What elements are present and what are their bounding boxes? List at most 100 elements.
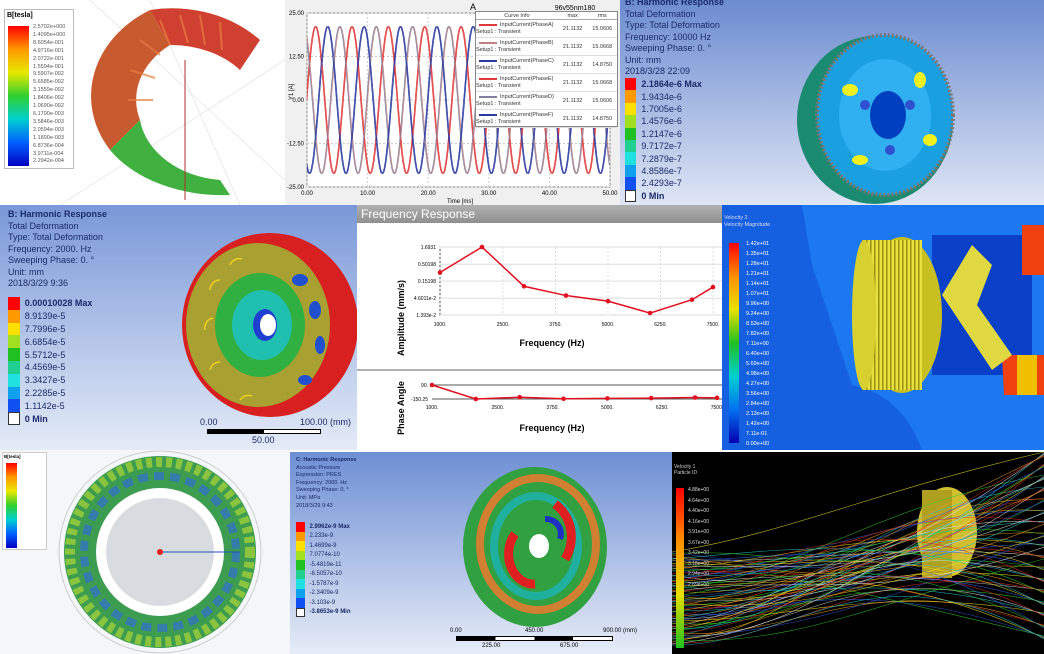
info-line: Sweeping Phase: 0. °	[296, 487, 349, 494]
streamline	[672, 560, 1044, 619]
color-swatch	[8, 335, 20, 349]
legend-value: 1.1890e-003	[33, 134, 64, 141]
series-line	[306, 26, 610, 174]
streamline	[672, 559, 1044, 605]
info-line: 2018/3/29 9:36	[8, 278, 69, 288]
harmonic-response-2000hz-panel: B: Harmonic Response Total Deformation Typ…	[0, 205, 357, 450]
curve-row[interactable]: InputCurrent(PhaseD) Setup1 : Transient 21…	[476, 92, 617, 110]
legend-entry: 3.3427e-5	[8, 373, 92, 387]
amplitude-point	[710, 284, 716, 290]
curve-setup: Setup1 : Transient	[476, 28, 521, 35]
scale-mid: 450.00	[525, 628, 544, 634]
color-bar	[6, 463, 17, 548]
legend-value: 2.9962e-9 Max	[309, 523, 350, 530]
legend-entry: -3.103e-9	[296, 598, 351, 608]
curve-row[interactable]: InputCurrent(PhaseF) Setup1 : Transient 21…	[476, 110, 617, 128]
y-tick-label: 0.15198	[418, 279, 436, 285]
curve-row[interactable]: InputCurrent(PhaseB) Setup1 : Transient 21…	[476, 38, 617, 56]
color-swatch	[8, 386, 20, 400]
y-tick-label: -25.00	[287, 185, 305, 191]
header-max: max	[567, 13, 578, 19]
legend-value: 1.35e+01	[746, 251, 770, 257]
curve-setup: Setup1 : Transient	[476, 82, 521, 89]
legend-value: 4.16e+00	[688, 518, 709, 525]
streamline	[672, 498, 1044, 593]
x-tick-label: 1000.	[434, 322, 447, 328]
color-bar	[8, 26, 29, 166]
phase-x-tick-label: 6250.	[656, 405, 669, 411]
legend-entry: 9.7172e-7	[625, 139, 702, 153]
color-swatch	[625, 102, 637, 116]
legend-value: 1.0690e-002	[33, 103, 64, 110]
streamline	[672, 500, 1044, 615]
color-swatch	[296, 607, 305, 617]
amplitude-point	[689, 297, 695, 303]
amplitude-point	[647, 310, 653, 316]
streamline	[672, 486, 1044, 638]
curve-row[interactable]: InputCurrent(PhaseE) Setup1 : Transient 21…	[476, 74, 617, 92]
streamline	[672, 538, 1044, 582]
x-tick-label: 50.00	[602, 191, 618, 197]
legend-entry: 7.2879e-7	[625, 152, 702, 165]
legend-value: 4.88e+00	[688, 487, 709, 493]
streamline	[672, 547, 1044, 630]
wheel-model	[182, 233, 357, 417]
amplitude-point	[479, 244, 485, 250]
amplitude-point	[437, 270, 443, 275]
amplitude-point	[563, 293, 569, 298]
legend-value: 1.42e+01	[746, 241, 770, 247]
legend-entry: 0 Min	[625, 189, 702, 202]
color-swatch	[296, 569, 305, 579]
series-line	[306, 26, 610, 174]
legend-value: 2.13e+00	[746, 411, 770, 417]
streamline	[672, 581, 1044, 644]
x-tick-label: 40.00	[542, 191, 558, 197]
legend-value: 6.40e+00	[746, 351, 770, 357]
streamline	[672, 547, 1044, 618]
legend-value: 3.5846e-003	[33, 118, 64, 125]
info-line: Acoustic Pressure	[296, 464, 341, 471]
color-swatch	[296, 550, 305, 560]
y-tick-label: 4.6011e-2	[414, 296, 436, 302]
legend-value: 3.18e+00	[688, 560, 709, 567]
legend-value: 3.3427e-5	[24, 375, 66, 386]
legend-value: 0 Min	[641, 190, 665, 201]
color-swatch	[625, 90, 637, 103]
particle-streamline-panel: Velocity 1 Particle ID 4.88e+00 4.64e+00 4.…	[672, 452, 1044, 654]
streamline	[672, 584, 1044, 615]
color-swatch	[8, 412, 20, 425]
legend-value: 2.2942e-004	[33, 158, 64, 165]
curve-row[interactable]: InputCurrent(PhaseC) Setup1 : Transient 21…	[476, 56, 617, 74]
streamline	[672, 550, 1044, 594]
streamline	[672, 572, 1044, 600]
curve-rms: 15.0668	[592, 43, 613, 50]
series-line	[306, 26, 610, 174]
streamline	[672, 600, 1044, 635]
phase-x-tick-label: 7500.	[711, 405, 722, 411]
magnetic-flux-panel: B[tesla] 2.5702e+000 1.4095e+000 8.6054e-0…	[0, 0, 285, 205]
info-line: Sweeping Phase: 0. °	[8, 255, 95, 265]
curve-setup: Setup1 : Transient	[476, 46, 521, 53]
curve-setup: Setup1 : Transient	[476, 64, 521, 71]
panel-title: Frequency Response	[357, 205, 722, 223]
legend-value: 7.82e+00	[746, 331, 770, 337]
info-line: Velocity 1	[674, 464, 696, 470]
phase-point	[473, 396, 479, 402]
legend-value: 8.9139e-5	[24, 311, 66, 322]
streamline	[672, 454, 1044, 635]
color-swatch	[296, 531, 305, 541]
color-swatch	[296, 588, 305, 598]
streamline	[672, 509, 1044, 639]
legend-entry: 0 Min	[8, 412, 92, 425]
legend-entry: 1.9434e-6	[625, 90, 702, 103]
info-line: Frequency: 2000. Hz	[8, 243, 92, 254]
streamline	[672, 550, 1044, 574]
legend-value: 8.53e+00	[746, 321, 770, 327]
y-tick-label: -12.50	[287, 142, 305, 148]
legend-value: 1.9434e-6	[641, 91, 682, 102]
legend-value: 1.7005e-6	[641, 103, 682, 114]
curve-row[interactable]: InputCurrent(PhaseA) Setup1 : Transient 21…	[476, 20, 617, 38]
x-tick-label: 5000.	[602, 322, 615, 328]
scale-q3: 675.00	[560, 643, 579, 649]
curve-rms: 15.0668	[592, 79, 613, 86]
